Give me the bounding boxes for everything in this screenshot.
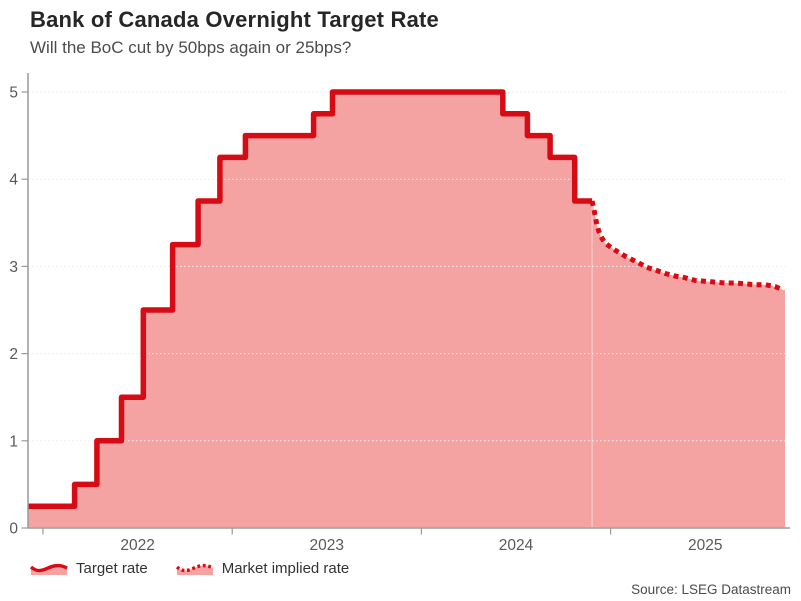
y-axis: 0 1 2 3 4 5 xyxy=(9,73,29,538)
x-tick-label-2022: 2022 xyxy=(120,537,154,554)
x-tick-label-2023: 2023 xyxy=(310,537,344,554)
y-tick-label-0: 0 xyxy=(9,521,18,538)
target-rate-legend-icon xyxy=(30,563,68,575)
y-tick-label-5: 5 xyxy=(9,85,18,102)
x-tick-label-2024: 2024 xyxy=(499,537,534,554)
target-rate-line xyxy=(27,89,593,509)
y-tick-label-2: 2 xyxy=(9,346,18,363)
y-tick-label-1: 1 xyxy=(9,433,18,450)
legend-item-market-implied: Market implied rate xyxy=(175,560,350,577)
x-tick-label-2025: 2025 xyxy=(688,537,722,554)
rate-area-fill xyxy=(27,92,785,528)
y-tick-label-4: 4 xyxy=(9,172,18,189)
legend-label-target-rate: Target rate xyxy=(76,560,148,577)
chart-subtitle: Will the BoC cut by 50bps again or 25bps… xyxy=(30,38,352,57)
legend-item-target-rate: Target rate xyxy=(30,560,148,577)
x-axis: 2022 2023 2024 2025 xyxy=(28,527,790,554)
legend: Target rate Market implied rate xyxy=(30,560,349,577)
market-implied-legend-icon xyxy=(175,563,214,575)
y-tick-label-3: 3 xyxy=(9,259,18,276)
legend-label-market-implied: Market implied rate xyxy=(221,560,350,577)
source-credit: Source: LSEG Datastream xyxy=(631,582,791,597)
chart-title: Bank of Canada Overnight Target Rate xyxy=(30,7,439,32)
